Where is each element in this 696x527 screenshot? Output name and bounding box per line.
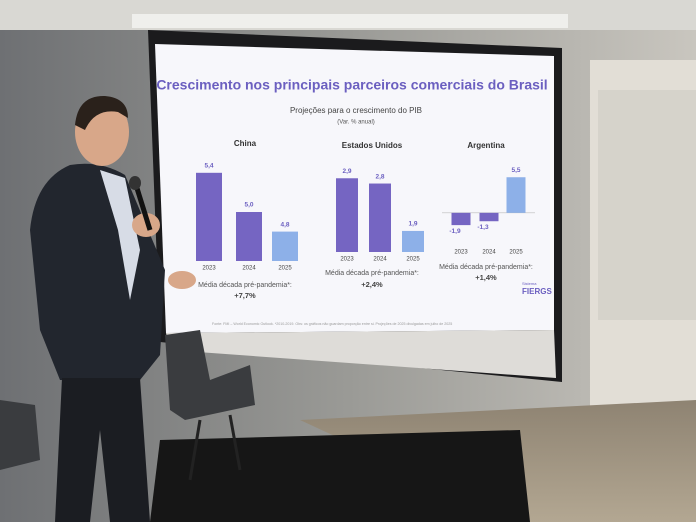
bar (272, 231, 298, 261)
chair (165, 330, 255, 420)
slide: Crescimento nos principais parceiros com… (156, 77, 552, 326)
note-value: +1,4% (475, 273, 497, 282)
value-label: 4,8 (280, 221, 289, 228)
note-value: +7,7% (234, 291, 256, 300)
chart-title: China (234, 139, 257, 148)
bar (506, 177, 526, 213)
x-tick-label: 2025 (406, 257, 420, 263)
screen-lower (166, 330, 556, 378)
value-label: 5,4 (204, 163, 213, 170)
value-label: -1,3 (477, 224, 489, 231)
slide-subtitle: Projeções para o crescimento do PIB (290, 106, 422, 115)
slide-unit: (Var. % anual) (337, 120, 375, 126)
footnote: Fonte: FMI – World Economic Outlook. *20… (212, 322, 452, 326)
x-tick-label: 2023 (202, 266, 216, 272)
x-tick-label: 2024 (242, 266, 256, 272)
note-value: +2,4% (361, 280, 383, 289)
bar (451, 212, 471, 226)
value-label: 5,5 (511, 167, 520, 174)
value-label: 1,9 (408, 221, 417, 228)
hair (75, 95, 128, 130)
bar (402, 230, 424, 252)
logo: FIERGS (522, 287, 552, 296)
x-tick-label: 2024 (373, 257, 387, 263)
value-label: -1,9 (449, 228, 461, 235)
hand (168, 271, 196, 289)
stage-box (150, 430, 530, 522)
chair-leg (188, 419, 202, 481)
chart-title: Estados Unidos (342, 141, 403, 150)
chair-leg (228, 414, 242, 471)
value-label: 2,8 (375, 173, 384, 180)
logo-top: Sistema (522, 281, 537, 286)
x-tick-label: 2023 (340, 257, 354, 263)
bar (369, 183, 391, 252)
projector-case (132, 14, 568, 28)
x-tick-label: 2025 (509, 250, 523, 256)
trousers (55, 378, 150, 522)
note: Média década pré-pandemia*: (325, 270, 419, 277)
note: Média década pré-pandemia*: (198, 282, 292, 289)
x-tick-label: 2023 (454, 250, 468, 256)
x-tick-label: 2024 (482, 250, 496, 256)
bar (336, 178, 358, 252)
x-tick-label: 2025 (278, 266, 292, 272)
value-label: 2,9 (342, 168, 351, 175)
microphone (133, 184, 153, 231)
chair-left (0, 400, 40, 470)
shirt (100, 170, 140, 300)
bar (236, 212, 262, 261)
chart-title: Argentina (467, 141, 505, 150)
microphone-head (129, 176, 141, 190)
bar (196, 172, 222, 261)
value-label: 5,0 (244, 202, 253, 209)
window (598, 90, 696, 320)
bar (479, 212, 499, 222)
slide-title: Crescimento nos principais parceiros com… (156, 77, 547, 93)
note: Média década pré-pandemia*: (439, 264, 533, 271)
